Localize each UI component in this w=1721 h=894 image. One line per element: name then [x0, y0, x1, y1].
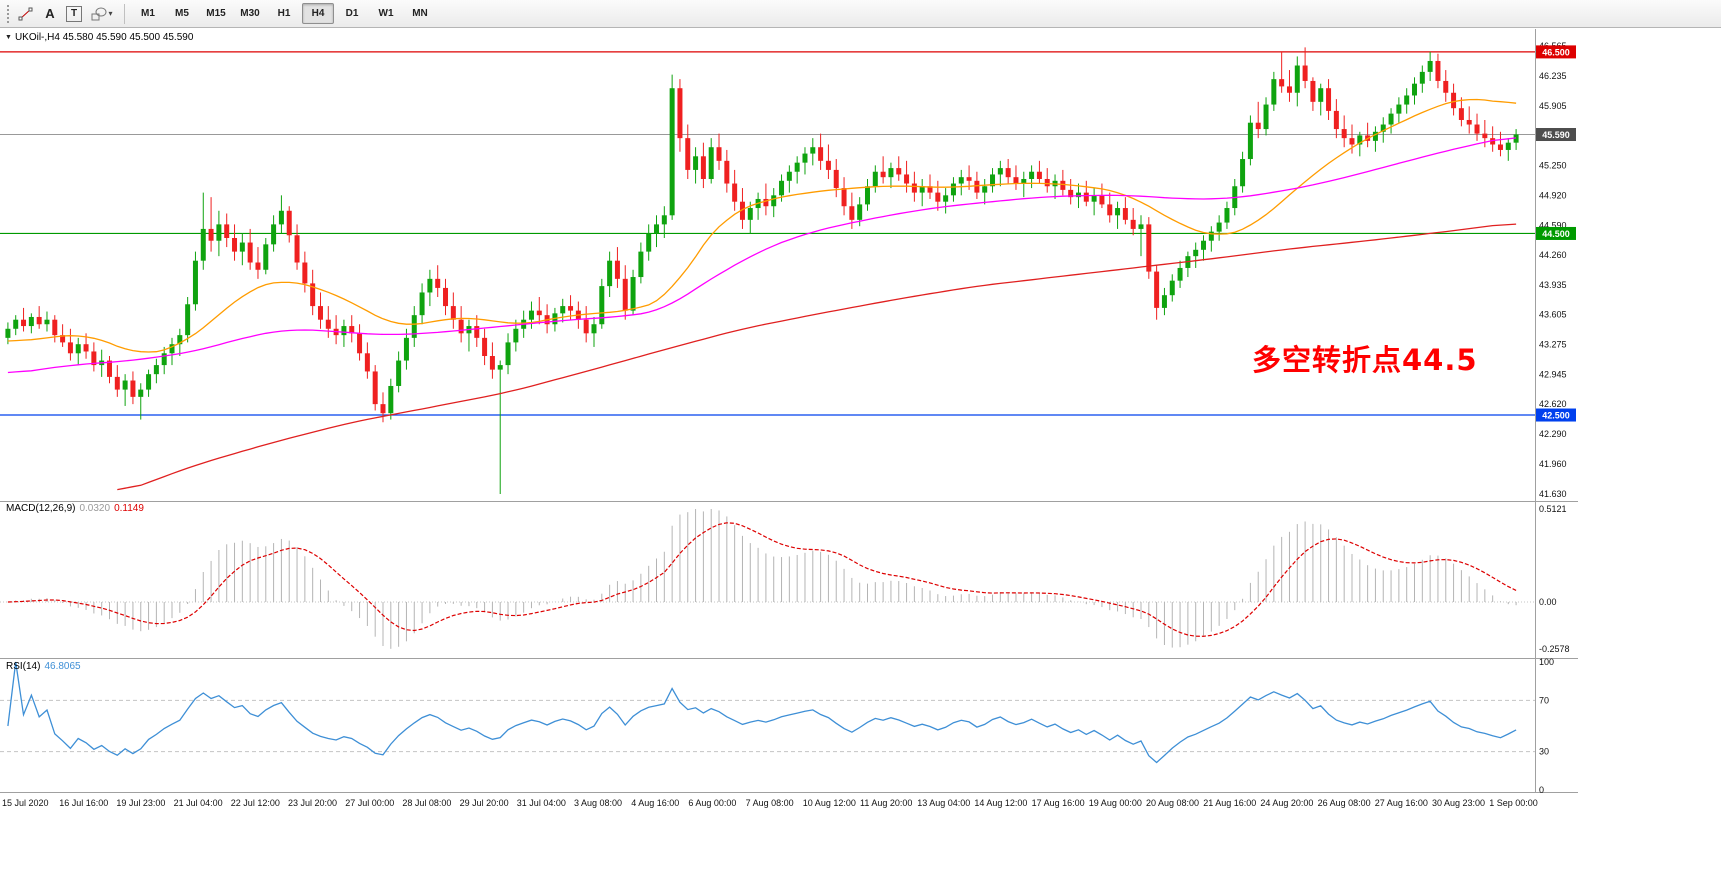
tf-button-h4[interactable]: H4: [302, 3, 334, 24]
tf-button-m30[interactable]: M30: [240, 8, 260, 19]
macd-title: MACD(12,26,9): [6, 503, 76, 514]
svg-text:31 Jul 04:00: 31 Jul 04:00: [517, 798, 566, 808]
svg-text:10 Aug 12:00: 10 Aug 12:00: [803, 798, 856, 808]
tf-button-mn[interactable]: MN: [412, 8, 428, 19]
svg-text:43.935: 43.935: [1539, 280, 1567, 290]
rsi-title: RSI(14): [6, 661, 41, 672]
svg-text:16 Jul 16:00: 16 Jul 16:00: [59, 798, 108, 808]
svg-text:43.605: 43.605: [1539, 310, 1567, 320]
tf-button-m1[interactable]: M1: [141, 8, 155, 19]
text-tool-glyph: A: [45, 6, 55, 21]
candles-layer: [5, 47, 1519, 494]
svg-text:19 Aug 00:00: 19 Aug 00:00: [1089, 798, 1142, 808]
macd-label: MACD(12,26,9) 0.0320 0.1149: [6, 503, 144, 514]
svg-text:17 Aug 16:00: 17 Aug 16:00: [1032, 798, 1085, 808]
chart-window[interactable]: 46.56546.23545.90545.25044.92044.59044.2…: [0, 29, 1721, 894]
toolbar: A T ▾ M1 M5 M15 M30 H1 H4 D1 W1 MN: [0, 0, 1721, 28]
svg-text:19 Jul 23:00: 19 Jul 23:00: [116, 798, 165, 808]
svg-text:0: 0: [1539, 785, 1544, 795]
shapes-icon[interactable]: ▾: [87, 3, 117, 25]
svg-text:23 Jul 20:00: 23 Jul 20:00: [288, 798, 337, 808]
svg-text:46.500: 46.500: [1542, 47, 1570, 57]
svg-text:30 Aug 23:00: 30 Aug 23:00: [1432, 798, 1485, 808]
dropdown-caret-icon: ▾: [108, 9, 113, 18]
chart-header-text: UKOil-,H4 45.580 45.590 45.500 45.590: [14, 32, 194, 43]
svg-text:100: 100: [1539, 657, 1554, 667]
svg-text:6 Aug 00:00: 6 Aug 00:00: [688, 798, 736, 808]
svg-text:4 Aug 16:00: 4 Aug 16:00: [631, 798, 679, 808]
toolbar-separator: [124, 3, 125, 24]
svg-text:7 Aug 08:00: 7 Aug 08:00: [746, 798, 794, 808]
svg-text:3 Aug 08:00: 3 Aug 08:00: [574, 798, 622, 808]
tf-button-d1[interactable]: D1: [345, 8, 359, 19]
rsi-label: RSI(14) 46.8065: [6, 661, 81, 672]
svg-text:0.00: 0.00: [1539, 597, 1557, 607]
tf-button-h1[interactable]: H1: [277, 8, 291, 19]
svg-text:44.920: 44.920: [1539, 190, 1567, 200]
svg-text:42.945: 42.945: [1539, 370, 1567, 380]
axes-layer: 46.56546.23545.90545.25044.92044.59044.2…: [0, 29, 1578, 808]
svg-text:45.250: 45.250: [1539, 160, 1567, 170]
svg-text:21 Aug 16:00: 21 Aug 16:00: [1203, 798, 1256, 808]
macd-value-signal: 0.1149: [114, 503, 144, 514]
grid-layer: [0, 51, 1535, 416]
svg-text:14 Aug 12:00: 14 Aug 12:00: [974, 798, 1027, 808]
svg-text:42.290: 42.290: [1539, 429, 1567, 439]
svg-text:28 Jul 08:00: 28 Jul 08:00: [402, 798, 451, 808]
trendline-icon[interactable]: [15, 3, 37, 25]
svg-text:45.590: 45.590: [1542, 130, 1570, 140]
svg-text:1 Sep 00:00: 1 Sep 00:00: [1489, 798, 1538, 808]
svg-text:13 Aug 04:00: 13 Aug 04:00: [917, 798, 970, 808]
indicators-layer: [0, 509, 1535, 764]
svg-text:29 Jul 20:00: 29 Jul 20:00: [460, 798, 509, 808]
tf-button-m5[interactable]: M5: [175, 8, 189, 19]
svg-text:70: 70: [1539, 695, 1549, 705]
svg-text:27 Aug 16:00: 27 Aug 16:00: [1375, 798, 1428, 808]
chart-dropdown-icon[interactable]: ▼: [5, 34, 12, 41]
toolbar-grip[interactable]: [7, 4, 9, 23]
svg-text:42.500: 42.500: [1542, 411, 1570, 421]
tf-button-m15[interactable]: M15: [206, 8, 226, 19]
svg-text:26 Aug 08:00: 26 Aug 08:00: [1318, 798, 1371, 808]
svg-text:42.620: 42.620: [1539, 399, 1567, 409]
svg-text:44.500: 44.500: [1542, 229, 1570, 239]
text-frame-icon[interactable]: T: [63, 3, 85, 25]
macd-value-main: 0.0320: [79, 503, 111, 514]
rsi-value: 46.8065: [44, 661, 81, 672]
svg-text:24 Aug 20:00: 24 Aug 20:00: [1260, 798, 1313, 808]
svg-text:43.275: 43.275: [1539, 340, 1567, 350]
svg-text:11 Aug 20:00: 11 Aug 20:00: [860, 798, 912, 808]
svg-text:44.590: 44.590: [1539, 220, 1567, 230]
svg-text:41.960: 41.960: [1539, 459, 1567, 469]
svg-text:27 Jul 00:00: 27 Jul 00:00: [345, 798, 394, 808]
svg-text:-0.2578: -0.2578: [1539, 644, 1570, 654]
svg-text:41.630: 41.630: [1539, 489, 1567, 499]
svg-text:45.905: 45.905: [1539, 101, 1567, 111]
timeframe-buttons: M1 M5 M15 M30 H1 H4 D1 W1 MN: [131, 3, 437, 24]
svg-text:44.260: 44.260: [1539, 250, 1567, 260]
moving-averages-layer: [7, 98, 1517, 491]
svg-text:30: 30: [1539, 747, 1549, 757]
svg-text:46.235: 46.235: [1539, 71, 1567, 81]
svg-text:20 Aug 08:00: 20 Aug 08:00: [1146, 798, 1199, 808]
chart-canvas[interactable]: 46.56546.23545.90545.25044.92044.59044.2…: [0, 29, 1721, 894]
svg-text:22 Jul 12:00: 22 Jul 12:00: [231, 798, 280, 808]
chart-annotation-text[interactable]: 多空转折点44.5: [1252, 343, 1478, 377]
chart-header: ▼ UKOil-,H4 45.580 45.590 45.500 45.590: [5, 32, 193, 43]
svg-text:15 Jul 2020: 15 Jul 2020: [2, 798, 49, 808]
text-tool-icon[interactable]: A: [39, 3, 61, 25]
tf-button-w1[interactable]: W1: [378, 8, 394, 19]
svg-text:0.5121: 0.5121: [1539, 504, 1567, 514]
text-frame-glyph: T: [66, 5, 82, 22]
svg-text:21 Jul 04:00: 21 Jul 04:00: [174, 798, 223, 808]
